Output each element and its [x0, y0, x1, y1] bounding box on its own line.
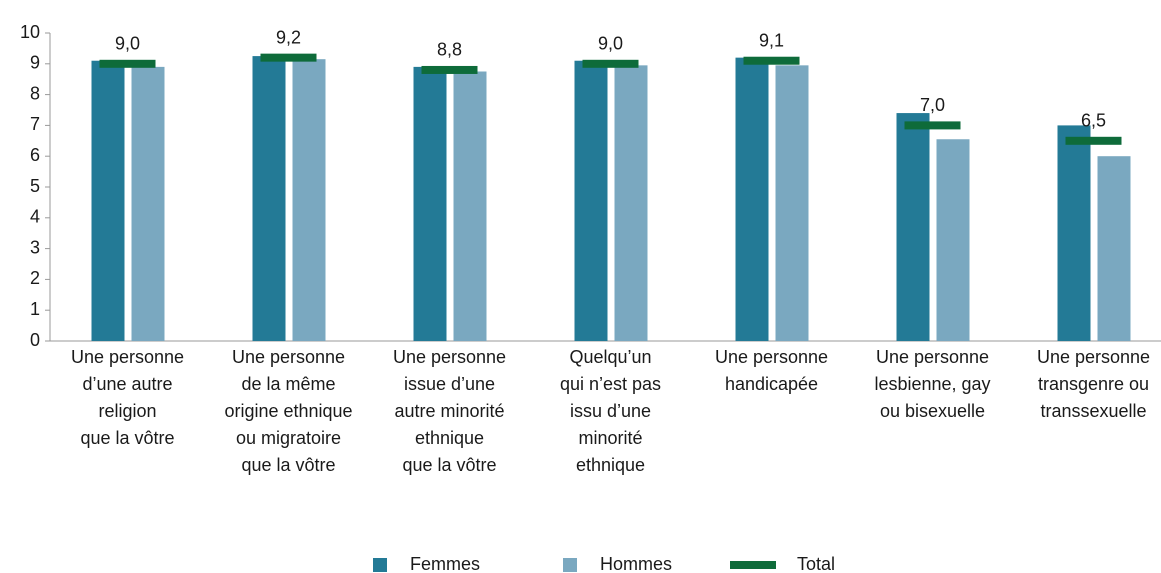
data-label: 7,0	[920, 95, 945, 115]
data-label: 9,1	[759, 30, 784, 50]
x-tick-label: Une personne lesbienne, gay ou bisexuell…	[874, 347, 991, 421]
total-marker	[260, 53, 317, 62]
bar	[91, 60, 125, 341]
bar	[1057, 125, 1091, 342]
x-tick-label: Une personne d’une autre religion que la…	[70, 347, 185, 448]
bar	[614, 65, 648, 341]
bar	[131, 66, 165, 341]
y-tick-label: 8	[30, 83, 40, 103]
x-tick-label: Quelqu’un qui n’est pas issu d’une minor…	[559, 347, 662, 475]
total-marker	[904, 121, 961, 130]
y-tick-label: 5	[30, 176, 40, 196]
bar	[775, 65, 809, 341]
data-label: 9,0	[115, 34, 140, 54]
y-tick-label: 1	[30, 299, 40, 319]
total-marker	[1065, 136, 1122, 145]
x-tick-label: Une personne de la même origine ethnique…	[224, 347, 353, 475]
legend-label: Femmes	[410, 554, 480, 573]
total-marker	[421, 65, 478, 74]
total-marker	[743, 56, 800, 65]
bar	[936, 139, 970, 341]
y-tick-label: 10	[20, 22, 40, 42]
data-label: 8,8	[437, 40, 462, 60]
legend-label: Hommes	[600, 554, 672, 573]
bar	[453, 71, 487, 341]
legend-swatch	[730, 561, 776, 569]
y-tick-label: 7	[30, 114, 40, 134]
total-marker	[99, 59, 156, 68]
data-label: 9,2	[276, 27, 301, 47]
y-tick-label: 4	[30, 207, 40, 227]
bar	[252, 56, 286, 341]
y-tick-label: 6	[30, 145, 40, 165]
y-tick-label: 0	[30, 330, 40, 350]
bar	[413, 66, 447, 341]
bar	[574, 60, 608, 341]
data-label: 6,5	[1081, 111, 1106, 131]
bar	[896, 113, 930, 341]
bar	[292, 59, 326, 342]
y-tick-label: 2	[30, 268, 40, 288]
legend-swatch	[563, 558, 577, 572]
x-tick-label: Une personne handicapée	[714, 347, 829, 394]
y-tick-label: 9	[30, 53, 40, 73]
legend-label: Total	[797, 554, 835, 573]
x-tick-label: Une personne transgenre ou transsexuelle	[1036, 347, 1151, 421]
total-marker	[582, 59, 639, 68]
bar	[1097, 156, 1131, 341]
data-label: 9,0	[598, 34, 623, 54]
y-tick-label: 3	[30, 237, 40, 257]
bar	[735, 57, 769, 341]
x-tick-label: Une personne issue d’une autre minorité …	[392, 347, 507, 475]
legend-swatch	[373, 558, 387, 572]
